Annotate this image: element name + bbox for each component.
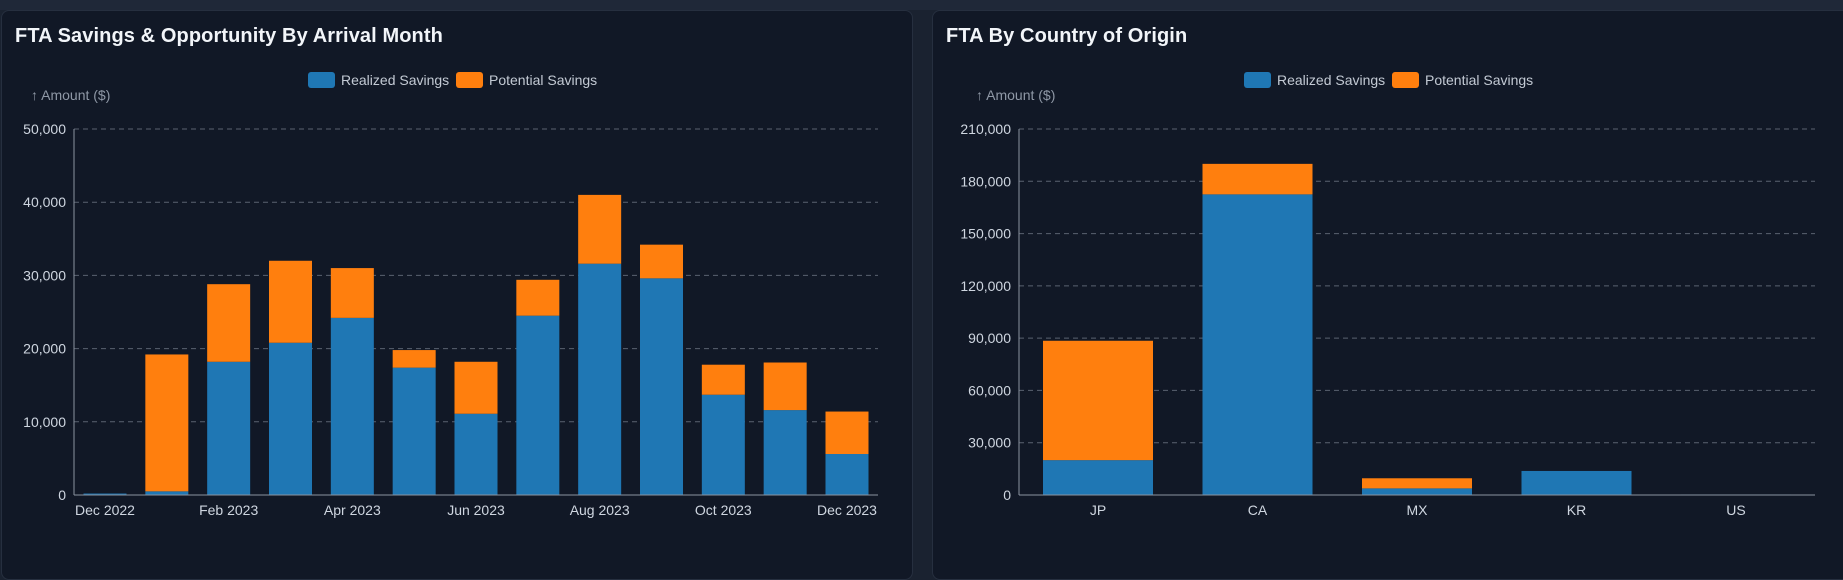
realized-savings-bar (1043, 460, 1153, 495)
realized-savings-bar (640, 278, 683, 495)
country-of-origin-panel: FTA By Country of Origin Realized Saving… (932, 10, 1843, 580)
realized-savings-bar (763, 410, 807, 495)
potential-savings-bar (763, 362, 807, 411)
savings-by-month-chart: Realized Savings Potential Savings ↑ Amoun… (23, 72, 878, 518)
potential-savings-bar (1043, 340, 1153, 461)
y-tick-label: 0 (58, 487, 66, 503)
realized-savings-bar (1362, 488, 1472, 495)
savings-by-month-panel: FTA Savings & Opportunity By Arrival Mon… (1, 10, 913, 580)
y-tick-label: 210,000 (960, 121, 1011, 137)
realized-savings-bar (392, 367, 436, 495)
realized-savings-bar (145, 491, 189, 495)
y-axis-label: ↑ Amount ($) (31, 87, 110, 103)
realized-savings-bar (269, 342, 312, 495)
y-tick-label: 60,000 (968, 382, 1011, 398)
y-tick-label: 120,000 (960, 278, 1011, 294)
potential-savings-bar (392, 350, 436, 368)
legend-swatch (308, 72, 335, 88)
y-tick-label: 50,000 (23, 121, 66, 137)
x-tick-label: Oct 2023 (695, 502, 752, 518)
potential-savings-bar (825, 411, 869, 455)
potential-savings-bar (516, 279, 560, 316)
realized-savings-bar (825, 454, 869, 495)
realized-savings-bar (454, 413, 498, 495)
y-tick-label: 40,000 (23, 194, 66, 210)
realized-savings-bar (207, 361, 251, 495)
y-axis-label: ↑ Amount ($) (976, 87, 1055, 103)
potential-savings-bar (640, 244, 683, 279)
legend-label: Potential Savings (489, 72, 597, 88)
legend-label: Realized Savings (341, 72, 449, 88)
y-tick-label: 0 (1003, 487, 1011, 503)
realized-savings-bar (1521, 470, 1632, 495)
x-tick-label: Feb 2023 (199, 502, 258, 518)
panel-title: FTA By Country of Origin (946, 25, 1188, 47)
top-strip (0, 0, 1843, 10)
x-tick-label: KR (1567, 502, 1586, 518)
legend-label: Potential Savings (1425, 72, 1533, 88)
potential-savings-bar (207, 284, 251, 362)
x-tick-label: Dec 2023 (817, 502, 877, 518)
realized-savings-bar (701, 394, 745, 495)
legend-label: Realized Savings (1277, 72, 1385, 88)
legend-swatch (1392, 72, 1419, 88)
potential-savings-bar (269, 260, 312, 343)
realized-savings-bar (1202, 194, 1313, 495)
x-tick-label: Jun 2023 (447, 502, 505, 518)
legend-swatch (1244, 72, 1271, 88)
potential-savings-bar (330, 268, 374, 318)
y-tick-label: 30,000 (968, 435, 1011, 451)
country-of-origin-chart: Realized Savings Potential Savings ↑ Amoun… (960, 72, 1815, 518)
potential-savings-bar (1362, 478, 1472, 489)
y-tick-label: 30,000 (23, 267, 66, 283)
potential-savings-bar (145, 354, 189, 492)
potential-savings-bar (1202, 163, 1313, 195)
y-tick-label: 150,000 (960, 226, 1011, 242)
realized-savings-bar (330, 317, 374, 495)
potential-savings-bar (454, 361, 498, 414)
x-tick-label: CA (1248, 502, 1268, 518)
y-tick-label: 90,000 (968, 330, 1011, 346)
realized-savings-bar (83, 493, 127, 495)
x-tick-label: US (1726, 502, 1745, 518)
panel-title: FTA Savings & Opportunity By Arrival Mon… (15, 25, 443, 47)
realized-savings-bar (578, 263, 622, 495)
potential-savings-bar (701, 364, 745, 395)
y-tick-label: 20,000 (23, 341, 66, 357)
potential-savings-bar (578, 194, 622, 264)
x-tick-label: Dec 2022 (75, 502, 135, 518)
legend-swatch (456, 72, 483, 88)
x-tick-label: Apr 2023 (324, 502, 381, 518)
x-tick-label: JP (1090, 502, 1106, 518)
realized-savings-bar (516, 315, 560, 495)
y-tick-label: 180,000 (960, 173, 1011, 189)
x-tick-label: Aug 2023 (570, 502, 630, 518)
x-tick-label: MX (1407, 502, 1429, 518)
y-tick-label: 10,000 (23, 414, 66, 430)
